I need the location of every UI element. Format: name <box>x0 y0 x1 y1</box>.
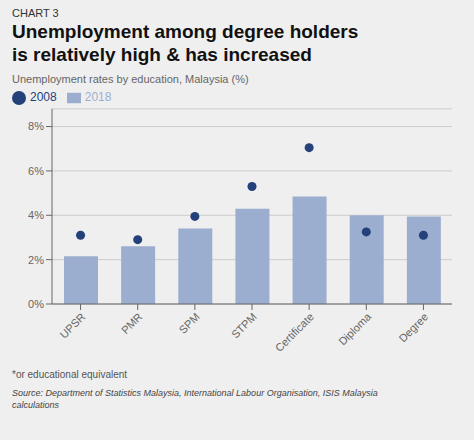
svg-text:8%: 8% <box>28 120 44 132</box>
svg-text:6%: 6% <box>28 165 44 177</box>
html-text:Source: Department of Statisti: Source: Department of Statistics Malaysi… <box>12 388 378 410</box>
svg-text:0%: 0% <box>28 298 44 310</box>
svg-text:STPM: STPM <box>229 310 259 340</box>
html-text:CHART 3: CHART 3 <box>12 7 59 19</box>
svg-text:PMR: PMR <box>119 310 145 336</box>
svg-text:Diploma: Diploma <box>336 310 374 348</box>
html-text:is relatively high & has incre: is relatively high & has increased <box>12 44 312 65</box>
svg-text:Certificate: Certificate <box>273 310 317 354</box>
html-text:2018: 2018 <box>84 90 112 104</box>
html-text:Unemployment rates by educatio: Unemployment rates by education, Malaysi… <box>12 73 249 85</box>
html-text:Unemployment among degree hold: Unemployment among degree holders <box>12 21 359 42</box>
svg-text:Degree: Degree <box>396 310 430 344</box>
svg-text:4%: 4% <box>28 209 44 221</box>
svg-text:2%: 2% <box>28 254 44 266</box>
html-text:*or educational equivalent: *or educational equivalent <box>12 369 128 380</box>
svg-text:UPSR: UPSR <box>57 310 87 340</box>
html-text:2008: 2008 <box>30 90 57 104</box>
svg-text:SPM: SPM <box>176 310 201 335</box>
